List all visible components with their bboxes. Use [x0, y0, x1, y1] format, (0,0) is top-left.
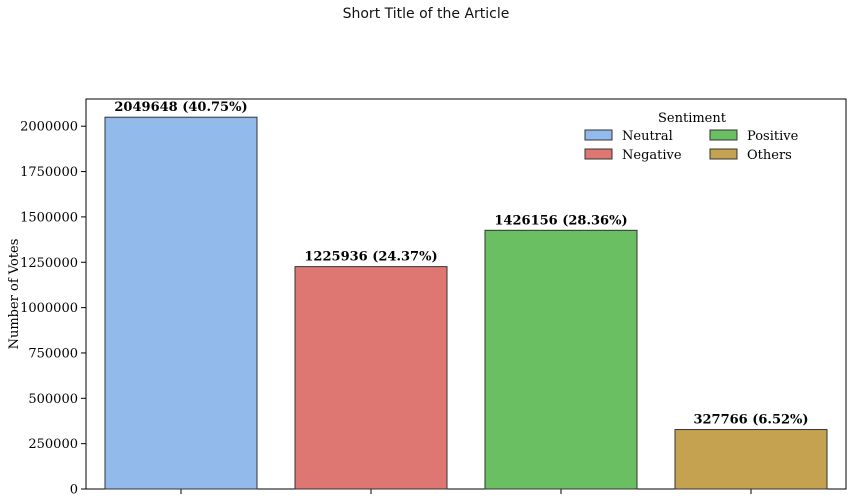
- y-tick-label: 750000: [28, 346, 78, 361]
- plot-area-frame: [85, 98, 847, 490]
- y-tick-label: 2000000: [20, 120, 78, 135]
- legend-swatch-others: [709, 148, 738, 160]
- legend-label-others: Others: [747, 148, 792, 163]
- y-tick-label: 1500000: [20, 210, 78, 225]
- y-axis-title: Number of Votes: [7, 239, 22, 350]
- y-tick-label: 1000000: [20, 301, 78, 316]
- bar-positive: [484, 229, 638, 490]
- bar-others: [674, 429, 828, 490]
- legend-swatch-neutral: [584, 129, 613, 141]
- data-label-neutral: 2049648 (40.75%): [114, 100, 247, 115]
- legend-label-positive: Positive: [747, 129, 799, 144]
- data-labels-group: 2049648 (40.75%) 1225936 (24.37%) 1426156 …: [114, 100, 808, 427]
- legend-swatch-positive: [709, 129, 738, 141]
- y-tick-label: 0: [70, 483, 78, 498]
- y-tick-label: 1750000: [20, 165, 78, 180]
- bar-neutral: [104, 116, 258, 490]
- legend-swatch-negative: [584, 148, 613, 160]
- legend: Sentiment Neutral Positive Negative Others: [584, 111, 799, 163]
- y-tick-label: 1250000: [20, 256, 78, 271]
- y-tick-label: 500000: [28, 392, 78, 407]
- legend-label-negative: Negative: [622, 148, 682, 163]
- data-label-others: 327766 (6.52%): [693, 413, 808, 428]
- data-label-positive: 1426156 (28.36%): [494, 213, 627, 228]
- data-label-negative: 1225936 (24.37%): [304, 250, 437, 265]
- x-axis: [180, 489, 752, 494]
- bar-negative: [294, 266, 448, 490]
- y-axis: 0 250000 500000 750000 1000000 1250000 1500000…: [20, 120, 86, 498]
- bars-group: [104, 116, 828, 490]
- legend-label-neutral: Neutral: [622, 129, 673, 144]
- legend-title: Sentiment: [658, 111, 727, 126]
- page-title: Short Title of the Article: [342, 6, 510, 22]
- y-tick-label: 250000: [28, 437, 78, 452]
